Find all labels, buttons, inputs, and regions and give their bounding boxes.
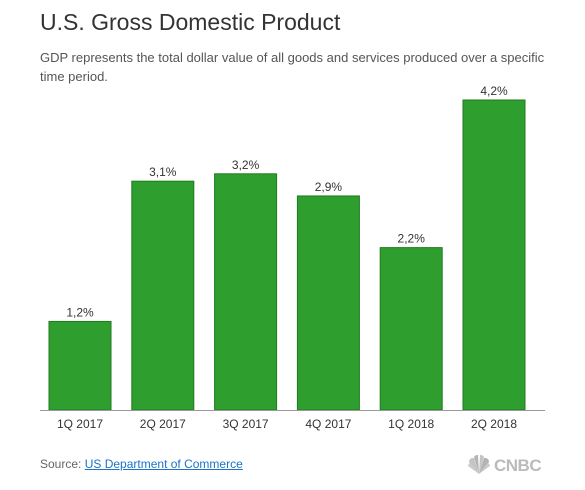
chart-title: U.S. Gross Domestic Product — [40, 9, 341, 35]
value-label: 2,2% — [398, 232, 426, 246]
peacock-icon — [468, 454, 490, 474]
category-label: 1Q 2017 — [57, 417, 103, 431]
source-link[interactable]: US Department of Commerce — [84, 457, 243, 471]
bar-3q-2017 — [214, 173, 278, 411]
chart-subtitle: GDP represents the total dollar value of… — [40, 50, 545, 84]
value-label: 3,2% — [232, 158, 260, 172]
category-label: 1Q 2018 — [388, 417, 434, 431]
bars-group — [48, 99, 526, 411]
category-label: 4Q 2017 — [305, 417, 351, 431]
category-label: 2Q 2018 — [471, 417, 517, 431]
category-labels-group: 1Q 2017 2Q 2017 3Q 2017 4Q 2017 1Q 2018 2Q 20… — [57, 417, 517, 431]
bar-2q-2017 — [131, 180, 195, 411]
cnbc-logo-text: CNBC — [494, 456, 542, 475]
category-label: 2Q 2017 — [140, 417, 186, 431]
bar-4q-2017 — [296, 195, 360, 411]
bar-chart: 1,2% 3,1% 3,2% 2,9% 2,2% 4,2% 1Q 2017 2Q 2017 3… — [40, 84, 545, 431]
source-prefix: Source: — [40, 457, 85, 471]
value-label: 4,2% — [480, 84, 508, 98]
cnbc-logo: CNBC — [466, 454, 571, 476]
value-label: 1,2% — [66, 305, 94, 319]
value-labels-group: 1,2% 3,1% 3,2% 2,9% 2,2% 4,2% — [66, 84, 508, 319]
bar-1q-2017 — [48, 320, 112, 411]
bar-2q-2018 — [462, 99, 526, 411]
value-label: 2,9% — [315, 180, 343, 194]
bar-1q-2018 — [379, 247, 443, 411]
source-line: Source: US Department of Commerce — [40, 457, 243, 471]
category-label: 3Q 2017 — [223, 417, 269, 431]
value-label: 3,1% — [149, 165, 177, 179]
